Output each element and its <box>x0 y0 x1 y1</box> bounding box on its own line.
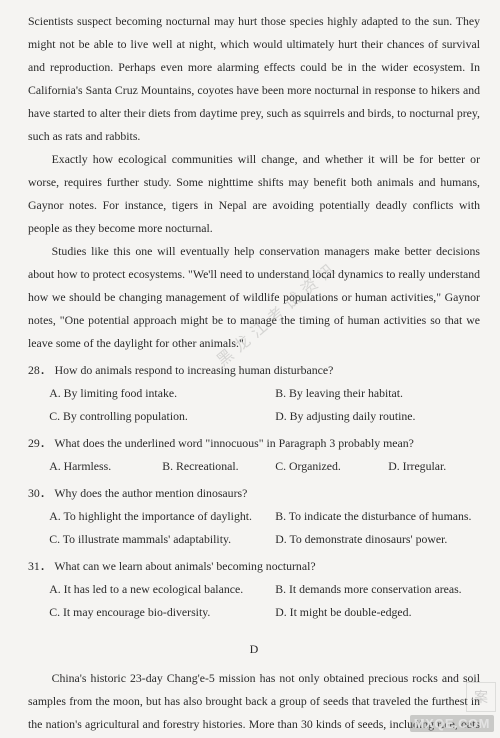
question-stem: 29． What does the underlined word "innoc… <box>28 432 480 455</box>
choice-row: A. Harmless. B. Recreational. C. Organiz… <box>28 455 480 478</box>
choice-d: D. To demonstrate dinosaurs' power. <box>254 528 480 551</box>
watermark-corner-box: 案 <box>466 682 496 712</box>
question-30: 30． Why does the author mention dinosaur… <box>28 482 480 551</box>
choice-c: C. Organized. <box>254 455 367 478</box>
question-number: 31． <box>28 559 52 573</box>
choice-d: D. Irregular. <box>367 455 480 478</box>
question-stem: 31． What can we learn about animals' bec… <box>28 555 480 578</box>
passage-paragraph-1: Scientists suspect becoming nocturnal ma… <box>28 10 480 148</box>
question-text: Why does the author mention dinosaurs? <box>54 486 247 500</box>
question-stem: 28． How do animals respond to increasing… <box>28 359 480 382</box>
choice-a: A. Harmless. <box>28 455 141 478</box>
watermark-bottom-right: MXQE.COM <box>410 715 494 732</box>
choice-c: C. To illustrate mammals' adaptability. <box>28 528 254 551</box>
choice-row: A. It has led to a new ecological balanc… <box>28 578 480 624</box>
choice-a: A. To highlight the importance of daylig… <box>28 505 254 528</box>
choice-c: C. It may encourage bio-diversity. <box>28 601 254 624</box>
choice-c: C. By controlling population. <box>28 405 254 428</box>
choice-a: A. By limiting food intake. <box>28 382 254 405</box>
question-29: 29． What does the underlined word "innoc… <box>28 432 480 478</box>
choice-b: B. Recreational. <box>141 455 254 478</box>
passage-paragraph-2: Exactly how ecological communities will … <box>28 148 480 240</box>
question-stem: 30． Why does the author mention dinosaur… <box>28 482 480 505</box>
choice-a: A. It has led to a new ecological balanc… <box>28 578 254 601</box>
passage-paragraph-3: Studies like this one will eventually he… <box>28 240 480 355</box>
choice-row: A. By limiting food intake. B. By leavin… <box>28 382 480 428</box>
exam-page: Scientists suspect becoming nocturnal ma… <box>0 0 500 738</box>
choice-b: B. It demands more conservation areas. <box>254 578 480 601</box>
question-28: 28． How do animals respond to increasing… <box>28 359 480 428</box>
question-text: What does the underlined word "innocuous… <box>54 436 414 450</box>
choice-row: A. To highlight the importance of daylig… <box>28 505 480 551</box>
question-text: How do animals respond to increasing hum… <box>55 363 334 377</box>
choice-d: D. It might be double-edged. <box>254 601 480 624</box>
question-number: 30． <box>28 486 52 500</box>
question-number: 29． <box>28 436 52 450</box>
choice-d: D. By adjusting daily routine. <box>254 405 480 428</box>
question-number: 28． <box>28 363 52 377</box>
choice-b: B. By leaving their habitat. <box>254 382 480 405</box>
question-31: 31． What can we learn about animals' bec… <box>28 555 480 624</box>
choice-b: B. To indicate the disturbance of humans… <box>254 505 480 528</box>
section-letter-d: D <box>28 638 480 661</box>
question-text: What can we learn about animals' becomin… <box>54 559 315 573</box>
